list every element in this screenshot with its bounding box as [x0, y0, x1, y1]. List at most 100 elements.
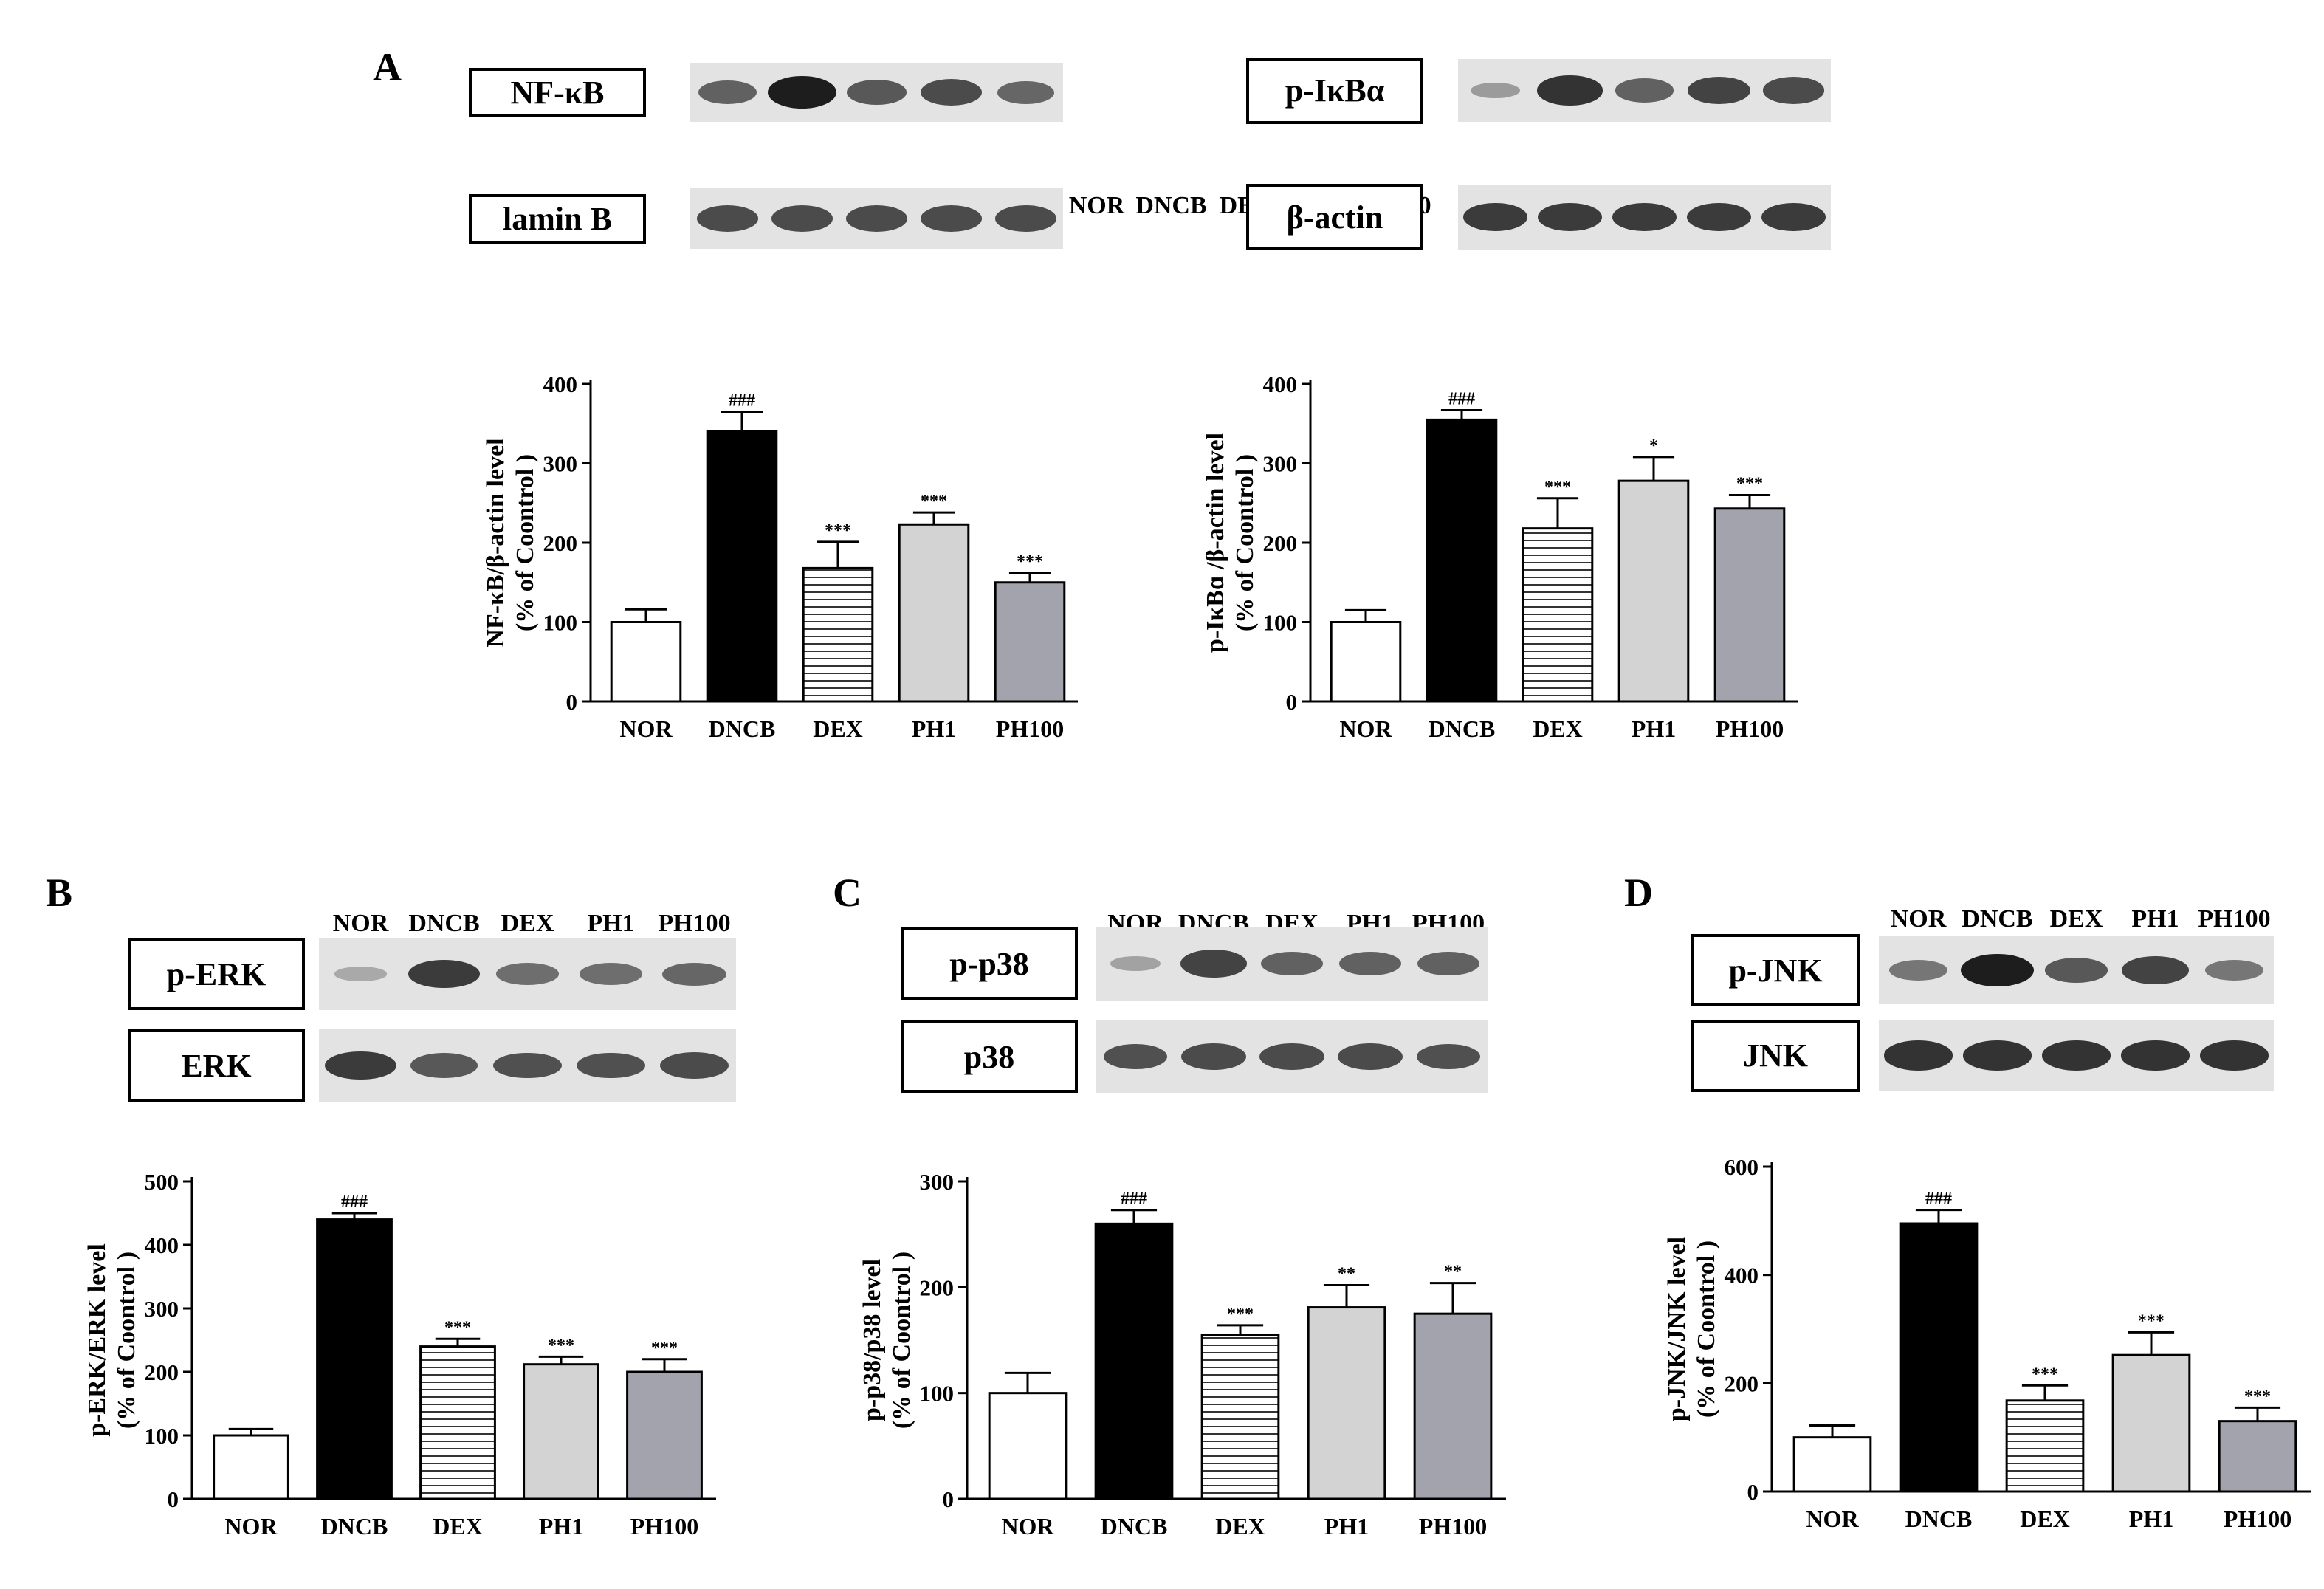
blot-band-pp38-control [1259, 1043, 1324, 1071]
y-tick-label: 200 [543, 530, 578, 556]
bar-ph1 [1307, 1306, 1386, 1500]
y-tick-label: 0 [168, 1486, 179, 1512]
lane-label: PH100 [2198, 905, 2271, 933]
y-axis-label: p-p38/p38 level [859, 1259, 886, 1421]
x-tick-label: PH100 [2224, 1506, 2292, 1532]
significance-label: *** [548, 1336, 574, 1355]
x-tick-label: DNCB [1101, 1513, 1168, 1540]
blot-band-perk-target [334, 967, 388, 981]
bar-nor [213, 1434, 289, 1500]
blot-strip-pikba-target [1458, 59, 1831, 122]
x-tick-label: PH1 [539, 1513, 583, 1540]
panel-label-d: D [1624, 871, 1653, 915]
bar-chart-pikba: 0 100 200 300 400 p-IκBɑ /β-actin level (% of … [1202, 371, 1798, 742]
lane-label: NOR [1068, 192, 1125, 219]
x-tick-label: PH1 [912, 715, 956, 742]
bar-chart-nfkb: 0 100 200 300 400 NF-κB/β-actin level (% of Co… [482, 371, 1078, 742]
blot-band-perk-target [661, 962, 726, 986]
y-tick-label: 100 [920, 1381, 955, 1407]
y-axis-label: p-ERK/ERK level [83, 1243, 111, 1437]
x-tick-label: NOR [619, 715, 673, 742]
blot-strip-pp38-target [1096, 927, 1488, 1001]
bar-ph1 [1617, 479, 1690, 703]
blot-strip-pikba-control [1458, 185, 1831, 250]
blot-band-pjnk-target [2204, 959, 2264, 981]
blot-band-perk-target [408, 959, 481, 989]
y-tick-label: 300 [920, 1169, 955, 1195]
significance-label: *** [651, 1339, 678, 1358]
blot-band-pp38-control [1338, 1043, 1403, 1071]
blot-band-pp38-target [1180, 950, 1247, 978]
y-axis-label: p-JNK/JNK level [1663, 1237, 1691, 1421]
blot-label-nfkb-target: NF-κB [469, 67, 646, 117]
bar-chart-perk: 0 100 200 300 400 500 p-ERK/ERK level (% of Coo… [83, 1169, 716, 1540]
x-tick-label: DEX [1533, 715, 1583, 742]
y-tick-label: 0 [943, 1486, 955, 1512]
blot-band-pikba-control [1761, 202, 1826, 232]
y-tick-label: 100 [1263, 610, 1298, 636]
x-tick-label: PH100 [1716, 715, 1784, 742]
blot-band-perk-control [659, 1051, 729, 1080]
blot-band-perk-target [579, 963, 643, 985]
bar-ph100 [1413, 1312, 1493, 1500]
panel-label-c: C [833, 871, 862, 915]
blot-band-pjnk-target [1888, 959, 1948, 981]
blot-band-pikba-control [1612, 202, 1677, 232]
lane-labels-pjnk: NOR DNCB DEX PH1 PH100 [1879, 905, 2274, 938]
bar-ph1 [523, 1363, 599, 1500]
y-tick-label: 600 [1725, 1154, 1759, 1180]
y-tick-label: 300 [543, 451, 578, 477]
y-tick-label: 200 [920, 1274, 955, 1300]
significance-label: ### [1925, 1190, 1952, 1209]
x-tick-label: PH100 [630, 1513, 698, 1540]
x-tick-label: PH1 [2129, 1506, 2173, 1532]
lane-label: DEX [501, 910, 554, 937]
significance-label: *** [1736, 475, 1763, 494]
lane-label: DNCB [1962, 905, 2033, 933]
blot-band-pikba-control [1463, 202, 1527, 232]
blot-band-nfkb-target [920, 78, 983, 106]
y-tick-label: 200 [145, 1359, 179, 1385]
blot-band-pp38-target [1417, 951, 1479, 976]
bar-ph100 [2218, 1420, 2297, 1493]
blot-band-perk-control [410, 1053, 478, 1078]
bar-ph1 [2111, 1353, 2191, 1493]
blot-strip-nfkb-control [690, 188, 1063, 249]
blot-band-pp38-control [1103, 1043, 1168, 1070]
bar-ph100 [1713, 507, 1786, 703]
lane-label: DNCB [1135, 192, 1207, 219]
significance-label: *** [1227, 1305, 1254, 1324]
significance-label: ### [1448, 389, 1475, 408]
bar-nor [1792, 1436, 1872, 1493]
blot-band-pjnk-target [1961, 954, 2034, 986]
blot-band-pikba-target [1537, 75, 1603, 106]
y-tick-label: 500 [145, 1169, 179, 1195]
blot-label-perk-control: ERK [128, 1029, 305, 1102]
blot-band-pikba-target [1687, 76, 1751, 105]
x-tick-label: DEX [813, 715, 863, 742]
y-tick-label: 100 [145, 1423, 179, 1449]
x-tick-label: DEX [1215, 1513, 1265, 1540]
significance-label: *** [2032, 1365, 2058, 1384]
blot-band-nfkb-control [994, 205, 1057, 233]
blot-band-pp38-target [1110, 955, 1161, 972]
blot-band-pjnk-control [1883, 1040, 1953, 1071]
x-tick-label: DNCB [1905, 1506, 1973, 1532]
bar-nor [1330, 621, 1402, 703]
bar-ph1 [898, 523, 970, 703]
y-tick-label: 0 [1286, 689, 1298, 715]
x-tick-label: PH1 [1324, 1513, 1369, 1540]
x-tick-label: DNCB [709, 715, 776, 742]
y-tick-label: 100 [543, 610, 578, 636]
bar-dncb [1899, 1222, 1979, 1493]
y-axis-label-unit: (% of Coontrol ) [888, 1252, 915, 1429]
y-axis-label-unit: (% of Coontrol ) [1693, 1240, 1720, 1418]
blot-band-perk-control [577, 1052, 645, 1079]
y-axis-label-unit: (% of Coontrol ) [1231, 454, 1259, 631]
bar-dncb [706, 430, 778, 703]
blot-strip-pp38-control [1096, 1020, 1488, 1093]
y-tick-label: 400 [543, 371, 578, 397]
panel-label-a: A [373, 45, 402, 89]
significance-label: *** [444, 1318, 471, 1337]
lane-label: DEX [2049, 905, 2103, 933]
